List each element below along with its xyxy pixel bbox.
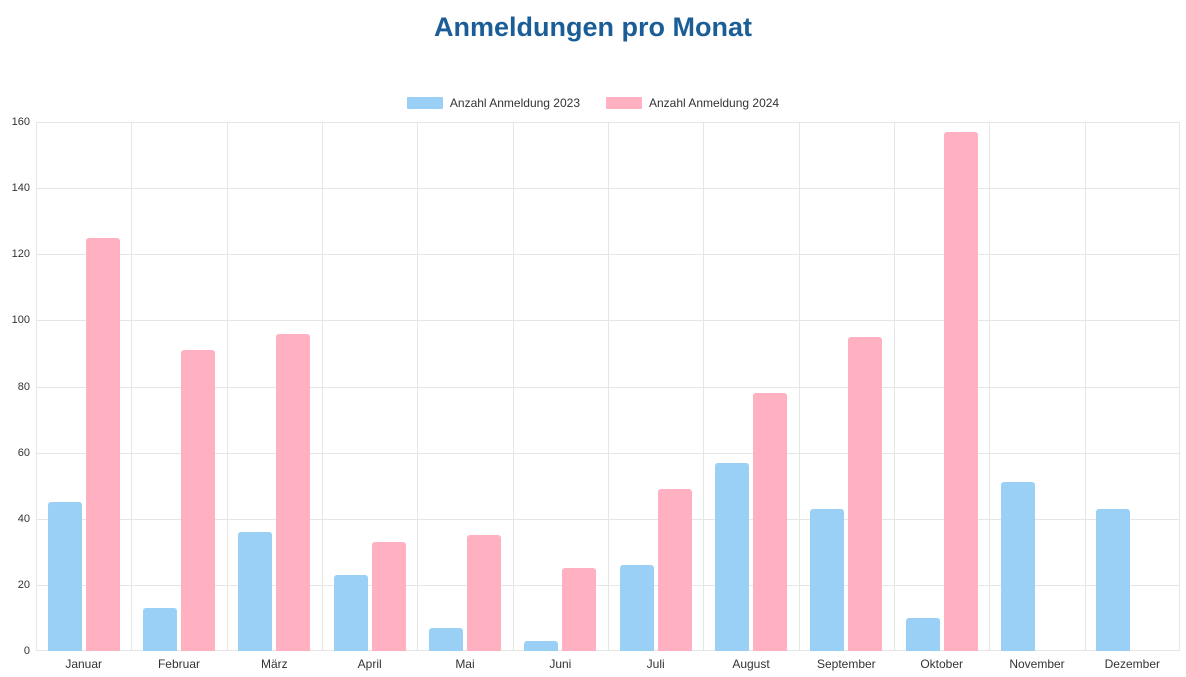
x-tick-label: Mai xyxy=(455,657,475,671)
y-tick-label: 60 xyxy=(17,446,30,459)
legend-swatch-2024 xyxy=(606,97,642,109)
x-tick-label: September xyxy=(816,657,876,671)
bar-2024 xyxy=(848,336,883,651)
bar-2023 xyxy=(905,617,940,651)
legend-swatch-2023 xyxy=(406,97,443,109)
gridline-vertical xyxy=(417,122,419,651)
y-tick-label: 100 xyxy=(11,314,30,327)
bar-2023 xyxy=(47,502,82,651)
bar-2023 xyxy=(715,462,749,651)
y-tick-label: 120 xyxy=(11,248,30,261)
legend-item-2023[interactable]: Anzahl Anmeldung 2023 xyxy=(406,96,580,110)
bar-2024 xyxy=(371,541,406,651)
gridline-vertical xyxy=(989,122,991,651)
bar-2024 xyxy=(562,568,597,651)
bar-2023 xyxy=(524,641,559,651)
bar-2024 xyxy=(467,535,501,651)
x-tick-label: März xyxy=(260,657,288,671)
y-tick-label: 80 xyxy=(17,380,30,393)
gridline-vertical xyxy=(322,122,323,651)
bar-2023 xyxy=(619,565,654,651)
bar-2023 xyxy=(810,508,845,651)
bar-2024 xyxy=(657,489,692,651)
y-tick-label: 0 xyxy=(23,645,30,657)
gridline-vertical xyxy=(1179,122,1180,651)
x-axis-labels: Januar Februar März April Mai Juni Juli August S… xyxy=(36,657,1180,675)
y-tick-label: 160 xyxy=(11,116,30,128)
legend-label-2024: Anzahl Anmeldung 2024 xyxy=(649,96,780,110)
gridline-vertical xyxy=(131,122,133,651)
y-axis-labels: 0 20 40 60 80 100 120 140 160 xyxy=(0,116,30,657)
x-tick-label: Oktober xyxy=(920,657,963,671)
gridline-vertical xyxy=(798,122,800,651)
plot-area xyxy=(36,122,1180,651)
x-tick-label: August xyxy=(732,657,770,671)
legend-label-2023: Anzahl Anmeldung 2023 xyxy=(449,96,580,110)
x-tick-label: Februar xyxy=(157,657,200,671)
gridline-vertical xyxy=(703,122,705,651)
legend: Anzahl Anmeldung 2023 Anzahl Anmeldung 2… xyxy=(0,96,1186,110)
gridline-vertical xyxy=(36,122,37,651)
gridline-vertical xyxy=(894,122,895,651)
bar-2024 xyxy=(85,237,120,651)
gridline-vertical xyxy=(226,122,228,651)
bar-2023 xyxy=(1096,508,1131,651)
y-tick-label: 20 xyxy=(17,578,30,591)
gridline-vertical xyxy=(608,122,609,651)
gridline-vertical xyxy=(1084,122,1086,651)
bar-2023 xyxy=(1001,482,1035,651)
bar-2023 xyxy=(143,608,177,651)
bar-2023 xyxy=(429,627,463,651)
bar-2024 xyxy=(181,350,215,651)
bar-2024 xyxy=(943,131,978,651)
x-tick-label: Januar xyxy=(65,657,103,671)
legend-item-2024[interactable]: Anzahl Anmeldung 2024 xyxy=(606,96,779,110)
y-tick-label: 140 xyxy=(11,182,30,195)
x-tick-label: April xyxy=(357,657,382,671)
bar-2024 xyxy=(276,333,311,651)
gridline-vertical xyxy=(512,122,514,651)
bar-2023 xyxy=(333,574,368,651)
x-tick-label: Dezember xyxy=(1104,657,1160,671)
y-tick-label: 40 xyxy=(17,512,30,525)
x-tick-label: Juli xyxy=(646,657,665,671)
x-tick-label: November xyxy=(1009,657,1065,671)
bar-2024 xyxy=(753,393,787,651)
chart-title: Anmeldungen pro Monat xyxy=(434,12,752,42)
x-tick-label: Juni xyxy=(549,657,572,671)
bar-2023 xyxy=(238,531,273,651)
